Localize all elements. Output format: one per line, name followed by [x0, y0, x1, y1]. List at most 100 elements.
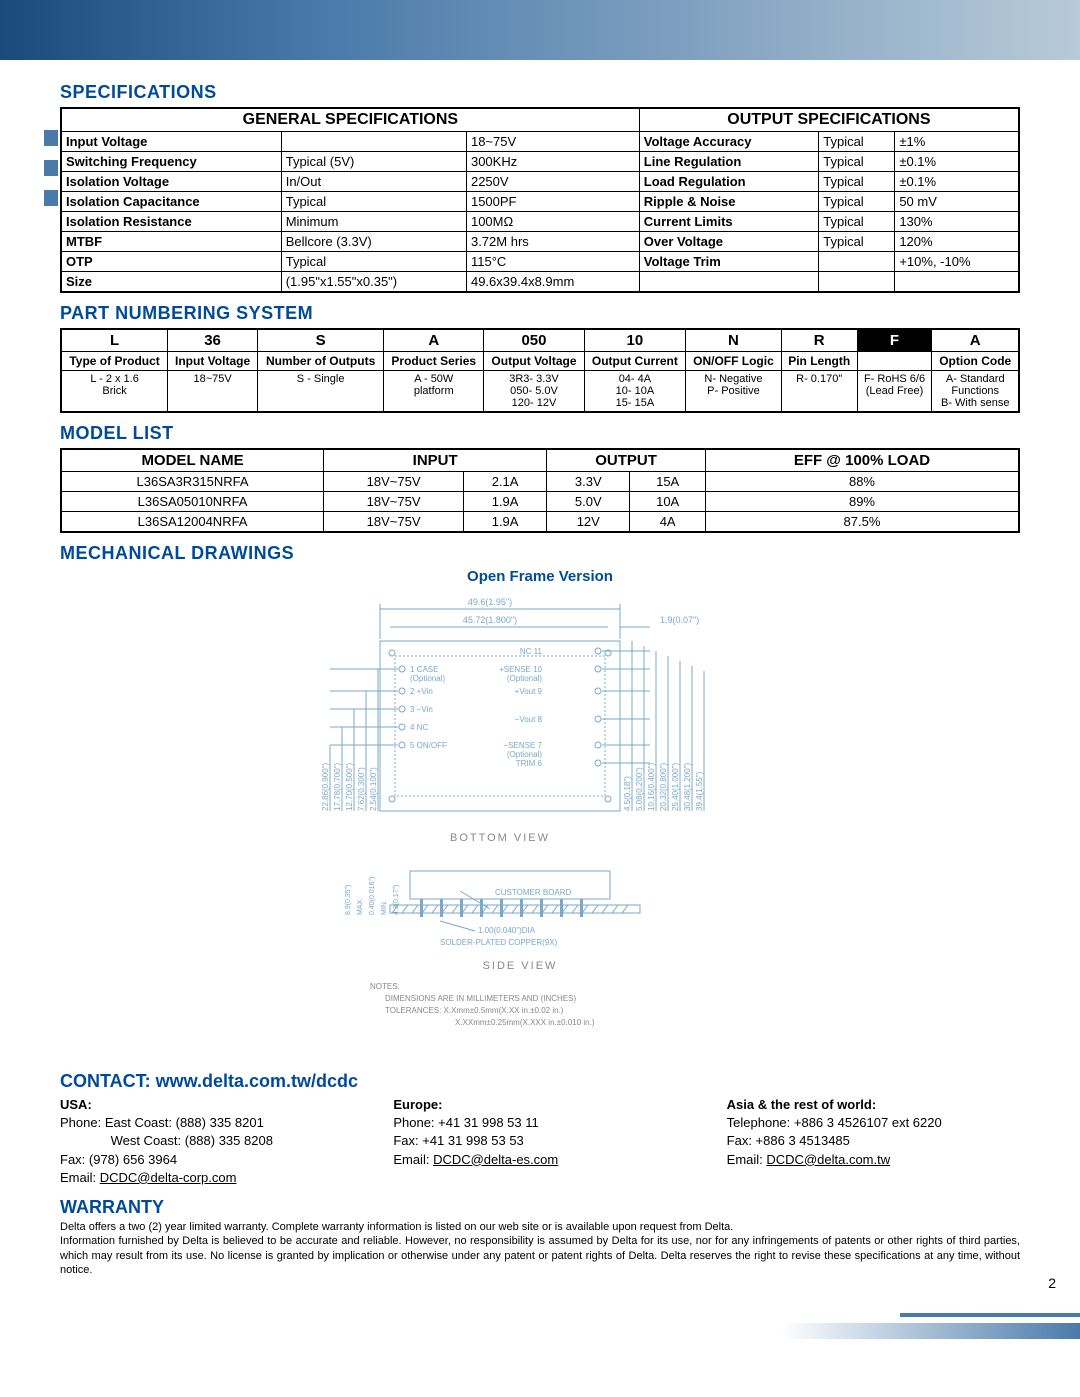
svg-text:−SENSE 7: −SENSE 7	[504, 741, 543, 750]
asia-fax: Fax: +886 3 4513485	[727, 1132, 1020, 1150]
col-eff: EFF @ 100% LOAD	[705, 449, 1019, 472]
part-numbering-table: L36SA05010NRFA Type of ProductInput Volt…	[60, 328, 1020, 413]
svg-text:4 NC: 4 NC	[410, 723, 428, 732]
model-list-heading: MODEL LIST	[60, 423, 1020, 444]
footer-decoration: 2	[0, 1293, 1080, 1343]
spec-cell: 1500PF	[466, 192, 639, 212]
spec-cell: Typical	[819, 172, 895, 192]
model-cell: 89%	[705, 492, 1019, 512]
output-spec-header: OUTPUT SPECIFICATIONS	[639, 108, 1019, 132]
pn-code-cell: A	[932, 329, 1019, 352]
svg-text:17.78(0.700"): 17.78(0.700")	[333, 762, 342, 811]
svg-text:1.9(0.07"): 1.9(0.07")	[660, 615, 699, 625]
spec-cell: Isolation Voltage	[61, 172, 281, 192]
svg-text:7.62(0.300"): 7.62(0.300")	[357, 767, 366, 811]
svg-text:4.3(0.17"): 4.3(0.17")	[393, 884, 400, 915]
svg-text:−Vout 8: −Vout 8	[515, 715, 543, 724]
svg-text:TOLERANCES: X.Xmm±0.5mm(X.XX i: TOLERANCES: X.Xmm±0.5mm(X.XX in.±0.02 in…	[385, 1006, 564, 1015]
usa-fax: Fax: (978) 656 3964	[60, 1151, 353, 1169]
pn-code-cell: F	[857, 329, 932, 352]
spec-cell: Size	[61, 272, 281, 293]
svg-text:(Optional): (Optional)	[507, 750, 542, 759]
model-cell: 88%	[705, 472, 1019, 492]
part-numbering-heading: PART NUMBERING SYSTEM	[60, 303, 1020, 324]
svg-text:8.9(0.35"): 8.9(0.35")	[345, 884, 352, 915]
spec-cell: Typical	[819, 132, 895, 152]
spec-cell: 2250V	[466, 172, 639, 192]
contact-heading: CONTACT: www.delta.com.tw/dcdc	[60, 1071, 1020, 1092]
pn-label-cell: Input Voltage	[168, 352, 258, 371]
pn-label-cell: Option Code	[932, 352, 1019, 371]
spec-cell: Line Regulation	[639, 152, 818, 172]
spec-cell: Over Voltage	[639, 232, 818, 252]
spec-cell	[639, 272, 818, 293]
europe-email-label: Email:	[393, 1152, 433, 1167]
model-cell: 1.9A	[464, 512, 547, 533]
spec-cell: 130%	[895, 212, 1019, 232]
mechanical-drawing: 49.6(1.95")45.72(1.800")1.9(0.07")1 CASE…	[60, 591, 1020, 1051]
pn-code-cell: A	[384, 329, 484, 352]
svg-text:1 CASE: 1 CASE	[410, 665, 438, 674]
pn-value-cell: 3R3- 3.3V050- 5.0V120- 12V	[484, 371, 584, 413]
spec-cell: 3.72M hrs	[466, 232, 639, 252]
model-cell: 87.5%	[705, 512, 1019, 533]
spec-cell: MTBF	[61, 232, 281, 252]
spec-cell: Isolation Resistance	[61, 212, 281, 232]
asia-email-link[interactable]: DCDC@delta.com.tw	[766, 1152, 890, 1167]
svg-text:SOLDER-PLATED COPPER(9X): SOLDER-PLATED COPPER(9X)	[440, 938, 558, 947]
svg-text:NC 11: NC 11	[520, 647, 543, 656]
spec-cell: Minimum	[281, 212, 466, 232]
model-cell: 15A	[630, 472, 706, 492]
svg-text:X.XXmm±0.25mm(X.XXX in.±0.010: X.XXmm±0.25mm(X.XXX in.±0.010 in.)	[455, 1018, 595, 1027]
model-cell: 18V~75V	[324, 492, 464, 512]
svg-text:30.48(1.200"): 30.48(1.200")	[683, 762, 692, 811]
pn-label-cell: Output Voltage	[484, 352, 584, 371]
spec-cell: Switching Frequency	[61, 152, 281, 172]
model-cell: L36SA3R315NRFA	[61, 472, 324, 492]
svg-text:3 −Vin: 3 −Vin	[410, 705, 433, 714]
spec-cell	[895, 272, 1019, 293]
svg-text:5.08(0.200"): 5.08(0.200")	[635, 767, 644, 811]
pn-value-cell: 18~75V	[168, 371, 258, 413]
svg-text:5 ON/OFF: 5 ON/OFF	[410, 741, 447, 750]
pn-value-cell: S - Single	[257, 371, 383, 413]
spec-cell	[819, 252, 895, 272]
usa-email-link[interactable]: DCDC@delta-corp.com	[100, 1170, 237, 1185]
specifications-heading: SPECIFICATIONS	[60, 82, 1020, 103]
usa-phone-1: Phone: East Coast: (888) 335 8201	[60, 1114, 353, 1132]
contact-asia: Asia & the rest of world: Telephone: +88…	[727, 1096, 1020, 1187]
general-spec-header: GENERAL SPECIFICATIONS	[61, 108, 639, 132]
col-model-name: MODEL NAME	[61, 449, 324, 472]
pn-label-cell: Number of Outputs	[257, 352, 383, 371]
svg-text:(Optional): (Optional)	[507, 674, 542, 683]
europe-email-link[interactable]: DCDC@delta-es.com	[433, 1152, 558, 1167]
model-cell: L36SA12004NRFA	[61, 512, 324, 533]
pn-value-cell: R- 0.170"	[781, 371, 857, 413]
svg-text:10.16(0.400"): 10.16(0.400")	[647, 762, 656, 811]
spec-cell: 18~75V	[466, 132, 639, 152]
spec-cell: Typical	[819, 152, 895, 172]
usa-region-label: USA:	[60, 1096, 353, 1114]
svg-text:22.86(0.900"): 22.86(0.900")	[321, 762, 330, 811]
svg-text:MAX.: MAX.	[357, 898, 364, 915]
col-output: OUTPUT	[547, 449, 706, 472]
model-cell: 18V~75V	[324, 512, 464, 533]
svg-text:MIN.: MIN.	[381, 900, 388, 915]
spec-cell: 49.6x39.4x8.9mm	[466, 272, 639, 293]
spec-cell: 120%	[895, 232, 1019, 252]
spec-cell: ±0.1%	[895, 152, 1019, 172]
spec-cell: OTP	[61, 252, 281, 272]
spec-cell: 50 mV	[895, 192, 1019, 212]
svg-text:0.40(0.016"): 0.40(0.016")	[369, 877, 376, 915]
pn-code-cell: 36	[168, 329, 258, 352]
svg-text:45.72(1.800"): 45.72(1.800")	[463, 615, 517, 625]
svg-text:1.00(0.040")DIA: 1.00(0.040")DIA	[478, 926, 536, 935]
model-cell: 12V	[547, 512, 630, 533]
usa-phone-2: West Coast: (888) 335 8208	[60, 1132, 353, 1150]
spec-cell: ±1%	[895, 132, 1019, 152]
pn-value-cell: 04- 4A10- 10A15- 15A	[584, 371, 685, 413]
europe-phone: Phone: +41 31 998 53 11	[393, 1114, 686, 1132]
pn-code-cell: S	[257, 329, 383, 352]
svg-text:NOTES:: NOTES:	[370, 982, 400, 991]
asia-phone: Telephone: +886 3 4526107 ext 6220	[727, 1114, 1020, 1132]
